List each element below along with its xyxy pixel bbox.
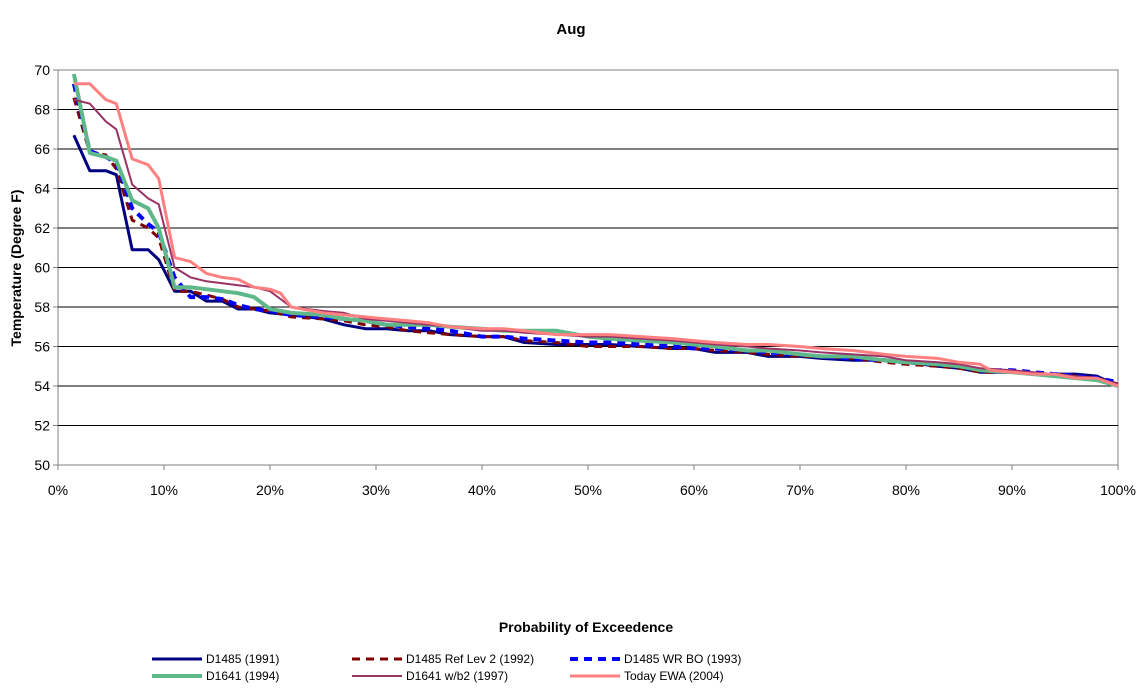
y-tick-label: 58 (34, 299, 50, 315)
x-axis-label: Probability of Exceedence (499, 619, 673, 635)
x-tick-label: 90% (998, 482, 1026, 498)
series-line-d1485-ref-lev-2-1992 (72, 97, 1119, 386)
x-tick-label: 100% (1100, 482, 1136, 498)
chart-title: Aug (556, 21, 585, 38)
legend-label: D1641 (1994) (206, 669, 279, 683)
legend-label: D1485 WR BO (1993) (624, 652, 741, 666)
x-tick-label: 0% (48, 482, 68, 498)
y-tick-label: 70 (34, 62, 50, 78)
legend: D1485 (1991) D1485 Ref Lev 2 (1992) D1485 … (152, 652, 741, 683)
x-tick-label: 40% (468, 482, 496, 498)
x-tick-label: 60% (680, 482, 708, 498)
x-axis-ticks: 0% 10% 20% 30% 40% 50% 60% 70% 80% 90% 100% (48, 465, 1136, 498)
y-tick-label: 52 (34, 418, 50, 434)
x-tick-label: 20% (256, 482, 284, 498)
y-tick-label: 50 (34, 457, 50, 473)
legend-label: D1485 (1991) (206, 652, 279, 666)
y-tick-label: 66 (34, 141, 50, 157)
series-lines (71, 73, 1119, 388)
y-tick-label: 64 (34, 181, 50, 197)
y-axis-ticks: 50 52 54 56 58 60 62 64 66 68 70 (34, 62, 58, 473)
legend-label: D1641 w/b2 (1997) (406, 669, 508, 683)
x-tick-label: 70% (786, 482, 814, 498)
legend-label: Today EWA (2004) (624, 669, 724, 683)
plot-area (57, 69, 1119, 466)
x-tick-label: 50% (574, 482, 602, 498)
series-line-today-ewa-2004 (73, 82, 1119, 388)
y-tick-label: 56 (34, 339, 50, 355)
x-tick-label: 10% (150, 482, 178, 498)
y-tick-label: 68 (34, 102, 50, 118)
y-tick-label: 54 (34, 378, 50, 394)
x-tick-label: 80% (892, 482, 920, 498)
y-axis-label: Temperature (Degree F) (8, 190, 24, 347)
gridlines (58, 109, 1118, 426)
x-tick-label: 30% (362, 482, 390, 498)
y-tick-label: 62 (34, 220, 50, 236)
y-tick-label: 60 (34, 260, 50, 276)
legend-label: D1485 Ref Lev 2 (1992) (406, 652, 534, 666)
series-line-d1641-w-b2-1997 (73, 98, 1119, 385)
